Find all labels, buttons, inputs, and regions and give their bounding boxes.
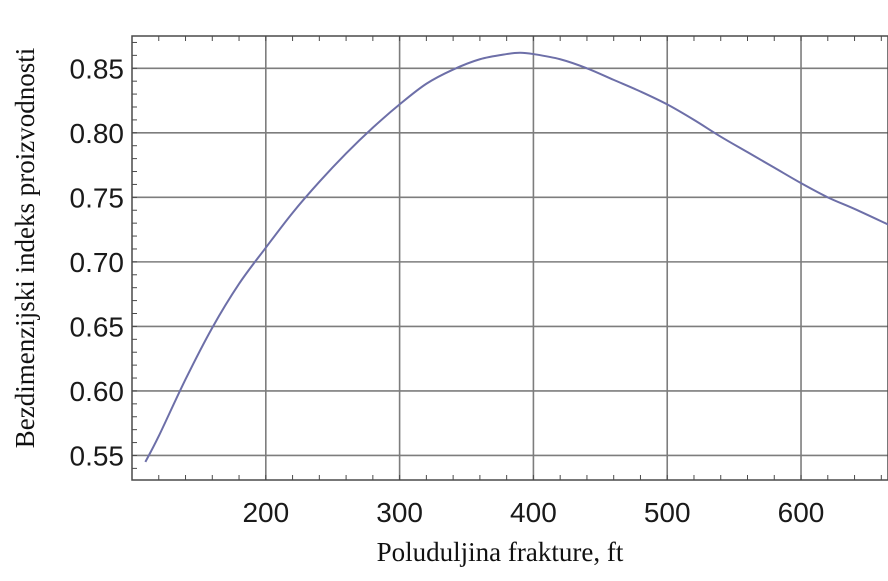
x-tick-label: 500 — [644, 497, 691, 528]
y-tick-label: 0.55 — [70, 440, 125, 471]
x-tick-label: 400 — [510, 497, 557, 528]
x-tick-labels: 200 300 400 500 600 — [242, 497, 824, 528]
series-group — [144, 51, 888, 463]
x-axis-title: Poluduljina frakture, ft — [377, 537, 624, 567]
minor-ticks — [132, 36, 882, 480]
series-line — [144, 51, 888, 463]
plot-frame — [131, 35, 888, 481]
y-tick-label: 0.75 — [70, 182, 125, 213]
y-tick-label: 0.80 — [70, 118, 125, 149]
x-tick-label: 200 — [242, 497, 289, 528]
y-axis-title: Bezdimenzijski indeks proizvodnosti — [10, 48, 40, 448]
y-tick-labels: 0.55 0.60 0.65 0.70 0.75 0.80 0.85 — [70, 53, 125, 471]
x-tick-label: 300 — [376, 497, 423, 528]
gridlines — [132, 36, 888, 480]
x-tick-label: 600 — [778, 497, 825, 528]
y-tick-label: 0.60 — [70, 376, 125, 407]
y-tick-label: 0.65 — [70, 311, 125, 342]
y-tick-label: 0.85 — [70, 53, 125, 84]
y-tick-label: 0.70 — [70, 247, 125, 278]
